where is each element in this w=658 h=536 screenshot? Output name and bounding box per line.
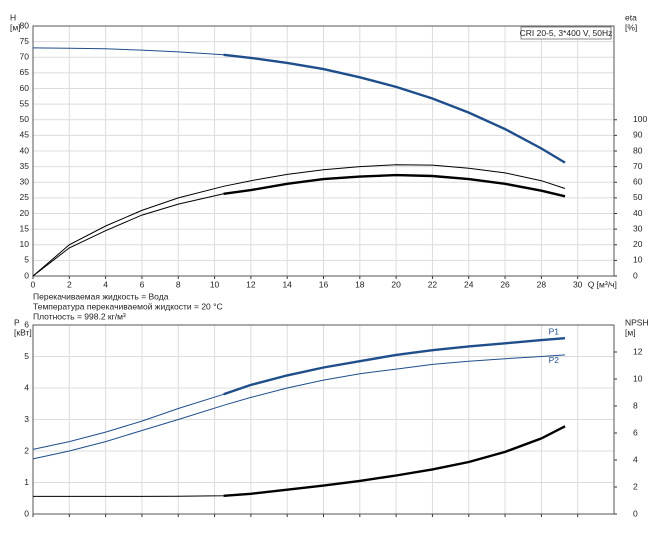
x-tick-label: 8 <box>176 279 181 289</box>
x-tick-label: 0 <box>31 279 36 289</box>
y-tick-label: 45 <box>20 130 30 140</box>
y-tick-label: 4 <box>24 382 29 392</box>
y-tick-label: 60 <box>20 83 30 93</box>
y2-axis-label: [м] <box>625 327 636 337</box>
y-axis-label: [кВт] <box>14 327 32 337</box>
y2-tick-label: 50 <box>633 192 643 202</box>
y2-axis-label: [%] <box>625 22 637 32</box>
curve <box>33 425 566 497</box>
y2-tick-label: 6 <box>633 427 638 437</box>
x-tick-label: 18 <box>355 279 365 289</box>
y-tick-label: 10 <box>20 239 30 249</box>
y-tick-label: 6 <box>24 319 29 329</box>
plot-frame <box>32 25 615 277</box>
y2-tick-label: 70 <box>633 161 643 171</box>
y-tick-label: 35 <box>20 161 30 171</box>
y-tick-label: 55 <box>20 98 30 108</box>
y-tick-label: 75 <box>20 36 30 46</box>
x-tick-label: 14 <box>282 279 292 289</box>
annotation: Перекачиваемая жидкость = Вода <box>33 291 169 301</box>
x-tick-label: 22 <box>428 279 438 289</box>
y-tick-label: 80 <box>20 20 30 30</box>
y-tick-label: 40 <box>20 145 30 155</box>
y-tick-label: 15 <box>20 223 30 233</box>
chart-title: CRI 20-5, 3*400 V, 50Hz <box>520 28 613 38</box>
curve-bold <box>223 425 566 497</box>
y-axis-label: [м] <box>10 22 21 32</box>
x-tick-label: 4 <box>103 279 108 289</box>
curve-label: P1 <box>549 326 560 336</box>
curve-label: P2 <box>549 355 560 365</box>
y2-tick-label: 0 <box>633 270 638 280</box>
y2-tick-label: 40 <box>633 208 643 218</box>
y-tick-label: 50 <box>20 114 30 124</box>
x-tick-label: 2 <box>67 279 72 289</box>
x-tick-label: 16 <box>319 279 329 289</box>
y2-axis-label: eta <box>625 12 637 22</box>
y-tick-label: 25 <box>20 192 30 202</box>
y2-tick-label: 8 <box>633 400 638 410</box>
annotation: Плотность = 998.2 кг/м³ <box>33 311 126 321</box>
y-axis-label: H <box>10 12 16 22</box>
x-tick-label: 28 <box>537 279 547 289</box>
y2-tick-label: 60 <box>633 177 643 187</box>
y-tick-label: 20 <box>20 208 30 218</box>
x-tick-label: 30 <box>573 279 583 289</box>
y-tick-label: 2 <box>24 445 29 455</box>
curve-bold <box>223 337 566 396</box>
curve <box>32 164 566 277</box>
y2-tick-label: 90 <box>633 130 643 140</box>
x-tick-label: 26 <box>500 279 510 289</box>
y-tick-label: 70 <box>20 52 30 62</box>
y2-tick-label: 30 <box>633 223 643 233</box>
x-tick-label: 12 <box>246 279 256 289</box>
y2-tick-label: 0 <box>633 508 638 518</box>
y-tick-label: 65 <box>20 67 30 77</box>
y-tick-label: 0 <box>24 508 29 518</box>
curve <box>32 337 566 450</box>
y2-tick-label: 20 <box>633 239 643 249</box>
x-tick-label: 6 <box>140 279 145 289</box>
y-tick-label: 5 <box>24 255 29 265</box>
title-box <box>520 26 612 40</box>
x-tick-label: 20 <box>391 279 401 289</box>
y2-axis-label: NPSH <box>625 317 649 327</box>
y2-tick-label: 100 <box>633 114 647 124</box>
plot-frame <box>32 324 615 515</box>
y2-tick-label: 4 <box>633 454 638 464</box>
y2-tick-label: 10 <box>633 255 643 265</box>
x-axis-label: Q [м³/ч] <box>588 279 617 289</box>
y2-tick-label: 80 <box>633 145 643 155</box>
annotation: Температура перекачиваемой жидкости = 20… <box>33 301 223 311</box>
y2-tick-label: 2 <box>633 481 638 491</box>
y-tick-label: 5 <box>24 351 29 361</box>
curve-bold <box>223 173 566 198</box>
y-tick-label: 3 <box>24 414 29 424</box>
x-tick-label: 24 <box>464 279 474 289</box>
curve <box>32 354 566 460</box>
curve-bold <box>223 53 566 164</box>
y-tick-label: 30 <box>20 177 30 187</box>
y-axis-label: P <box>14 317 20 327</box>
x-tick-label: 10 <box>210 279 220 289</box>
y2-tick-label: 10 <box>633 373 643 383</box>
y-tick-label: 1 <box>24 477 29 487</box>
y-tick-label: 0 <box>24 270 29 280</box>
y2-tick-label: 12 <box>633 346 643 356</box>
